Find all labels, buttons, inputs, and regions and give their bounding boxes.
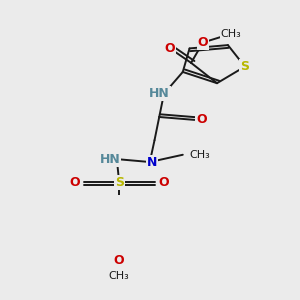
Text: S: S — [115, 176, 124, 189]
Text: O: O — [159, 176, 169, 189]
Text: S: S — [240, 60, 249, 73]
Text: O: O — [69, 176, 80, 189]
Text: HN: HN — [99, 153, 120, 166]
Text: N: N — [147, 155, 157, 169]
Text: O: O — [196, 113, 207, 126]
Text: O: O — [165, 42, 175, 55]
Text: O: O — [198, 36, 208, 49]
Text: CH₃: CH₃ — [109, 271, 130, 281]
Text: O: O — [114, 254, 124, 267]
Text: CH₃: CH₃ — [221, 29, 242, 39]
Text: CH₃: CH₃ — [189, 150, 210, 160]
Text: HN: HN — [149, 87, 170, 100]
